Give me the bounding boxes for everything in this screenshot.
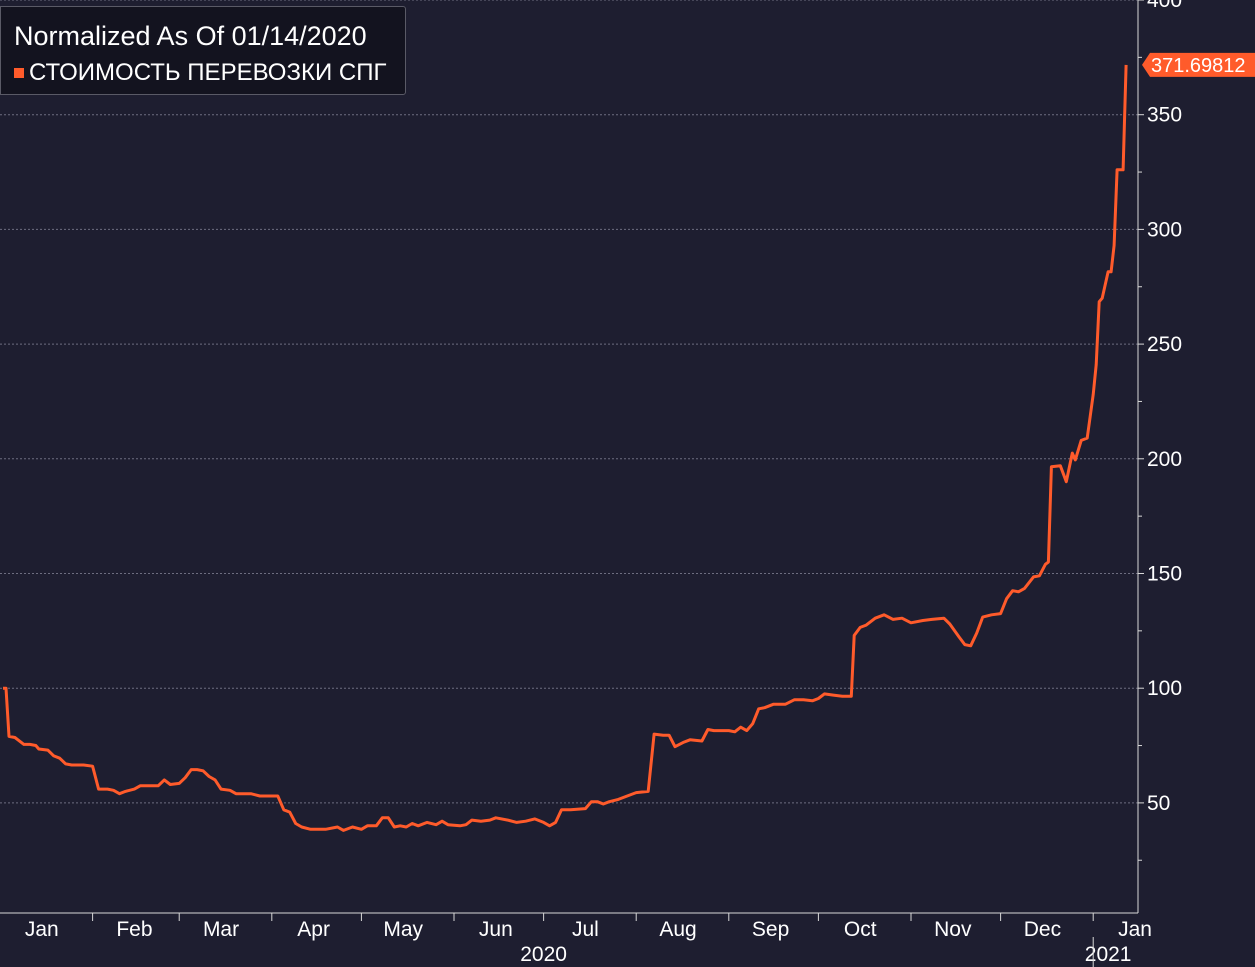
y-tick-label: 250: [1147, 333, 1182, 356]
x-tick-label: Jan: [25, 918, 59, 941]
x-tick-label: Dec: [1024, 918, 1061, 941]
series-group: [3, 64, 1128, 832]
gridlines: [0, 0, 1138, 804]
y-tick-label: 350: [1147, 104, 1182, 127]
x-tick-label: Aug: [659, 918, 696, 941]
x-tick-label: Nov: [934, 918, 972, 941]
x-tick-label: Oct: [844, 918, 877, 941]
last-value-marker: 371.69812: [1142, 52, 1255, 77]
legend-series-label: СТОИМОСТЬ ПЕРЕВОЗКИ СПГ: [29, 59, 387, 86]
x-tick-label: May: [383, 918, 423, 941]
x-tick-label: Feb: [116, 918, 152, 941]
last-value-label: 371.69812: [1151, 55, 1246, 77]
last-value-label-background: [1142, 52, 1255, 77]
y-tick-group: 50 100 150 200 250 300 350 400: [1138, 0, 1182, 861]
y-tick-label: 200: [1147, 448, 1182, 471]
legend-title: Normalized As Of 01/14/2020: [14, 21, 367, 51]
x-tick-label: Jun: [479, 918, 513, 941]
y-tick-label: 400: [1147, 0, 1182, 12]
legend-swatch-icon: [14, 68, 24, 78]
y-tick-label: 300: [1147, 218, 1182, 241]
x-year-label: 2021: [1085, 943, 1132, 966]
x-tick-label: Apr: [297, 918, 330, 941]
axes: [0, 0, 1139, 914]
x-tick-label: Jan: [1118, 918, 1152, 941]
x-tick-group: Jan Feb Mar Apr May Jun Jul Aug Sep Oct Nov Dec Jan2…: [25, 913, 1152, 967]
y-tick-label: 150: [1147, 562, 1182, 585]
x-tick-label: Sep: [752, 918, 789, 941]
series-line: [3, 64, 1128, 832]
legend-entry: СТОИМОСТЬ ПЕРЕВОЗКИ СПГ: [14, 59, 386, 87]
x-tick-label: Jul: [572, 918, 599, 941]
x-tick-label: Mar: [203, 918, 239, 941]
y-tick-label: 50: [1147, 792, 1170, 815]
x-year-label: 2020: [520, 943, 567, 966]
legend: Normalized As Of 01/14/2020 СТОИМОСТЬ ПЕ…: [0, 6, 406, 95]
y-tick-label: 100: [1147, 677, 1182, 700]
